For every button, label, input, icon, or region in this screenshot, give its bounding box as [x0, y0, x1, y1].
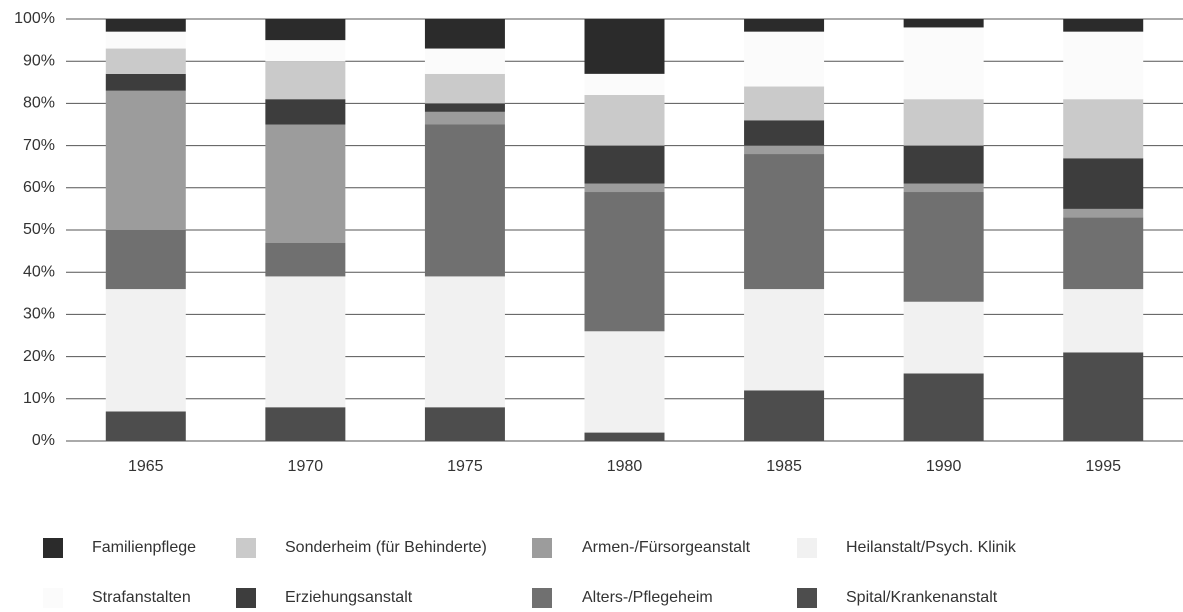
legend-swatch [797, 588, 817, 608]
bar-segment [744, 120, 825, 146]
x-tick-label: 1985 [766, 458, 802, 475]
y-tick-label: 30% [23, 306, 55, 323]
bar-segment [903, 19, 984, 28]
bar-segment [424, 407, 505, 441]
y-tick-label: 60% [23, 179, 55, 196]
bar-segment [584, 432, 665, 441]
bar-segment [744, 19, 825, 32]
bar-segment [584, 19, 665, 74]
bar-segment [744, 31, 825, 87]
bar-segment [1063, 208, 1144, 218]
bar-segment [903, 301, 984, 374]
bar-segment [1063, 31, 1144, 100]
x-tick-label: 1980 [607, 458, 643, 475]
bar-segment [584, 145, 665, 184]
bar-segment [105, 73, 186, 91]
y-tick-label: 0% [32, 432, 55, 449]
bar-segment [424, 124, 505, 277]
y-tick-label: 20% [23, 348, 55, 365]
bar-segment [903, 373, 984, 441]
legend-label: Erziehungsanstalt [285, 589, 413, 606]
bar-segment [265, 242, 346, 277]
bar-segment [903, 192, 984, 302]
y-tick-label: 40% [23, 263, 55, 280]
x-tick-label: 1995 [1085, 458, 1121, 475]
bar-segment [105, 289, 186, 412]
x-tick-label: 1965 [128, 458, 164, 475]
bar-segment [584, 331, 665, 433]
y-tick-label: 10% [23, 390, 55, 407]
bar-segment [265, 40, 346, 62]
legend-label: Sonderheim (für Behinderte) [285, 539, 487, 556]
bar-segment [903, 183, 984, 193]
x-tick-label: 1990 [926, 458, 962, 475]
bar-segment [744, 154, 825, 290]
y-tick-label: 50% [23, 221, 55, 238]
bar-segment [424, 111, 505, 125]
bar-segment [744, 145, 825, 155]
bar-segment [265, 276, 346, 408]
legend-label: Alters-/Pflegeheim [582, 589, 713, 606]
legend-swatch [532, 588, 552, 608]
legend-swatch [43, 588, 63, 608]
bar-segment [105, 411, 186, 441]
bar-segment [265, 99, 346, 125]
bar-segment [1063, 289, 1144, 353]
y-tick-label: 70% [23, 137, 55, 154]
bar-segment [265, 407, 346, 441]
bar-segment [424, 19, 505, 49]
legend-swatch [236, 538, 256, 558]
bar-segment [744, 390, 825, 441]
y-tick-label: 100% [14, 10, 55, 27]
bar-segment [903, 99, 984, 146]
legend-swatch [532, 538, 552, 558]
legend-swatch [797, 538, 817, 558]
bar-segment [903, 145, 984, 184]
y-tick-label: 80% [23, 95, 55, 112]
bar-segment [105, 48, 186, 74]
bar-segment [1063, 158, 1144, 209]
bar-segment [1063, 352, 1144, 441]
bar-segment [265, 19, 346, 41]
y-tick-label: 90% [23, 52, 55, 69]
x-tick-label: 1970 [288, 458, 324, 475]
legend-label: Armen-/Fürsorgeanstalt [582, 539, 751, 556]
bar-segment [584, 183, 665, 193]
legend-label: Familienpflege [92, 539, 196, 556]
bar-segment [744, 86, 825, 121]
bar-segment [584, 94, 665, 146]
legend-swatch [236, 588, 256, 608]
bar-segment [105, 90, 186, 231]
bar-segment [105, 19, 186, 32]
legend-label: Heilanstalt/Psych. Klinik [846, 539, 1017, 556]
bar-segment [424, 103, 505, 112]
x-tick-label: 1975 [447, 458, 483, 475]
legend-label: Spital/Krankenanstalt [846, 589, 998, 606]
bar-segment [105, 230, 186, 290]
bar-segment [1063, 19, 1144, 32]
legend-label: Strafanstalten [92, 589, 191, 606]
bar-segment [424, 73, 505, 104]
bar-segment [424, 48, 505, 74]
bar-segment [105, 31, 186, 49]
bar-segment [1063, 99, 1144, 159]
bar-segment [265, 61, 346, 100]
bar-segment [424, 276, 505, 408]
bar-segment [1063, 217, 1144, 290]
bar-segment [584, 192, 665, 332]
bar-segment [584, 73, 665, 95]
bar-segment [903, 27, 984, 100]
bar-segment [744, 289, 825, 391]
legend-swatch [43, 538, 63, 558]
bar-segment [265, 124, 346, 243]
